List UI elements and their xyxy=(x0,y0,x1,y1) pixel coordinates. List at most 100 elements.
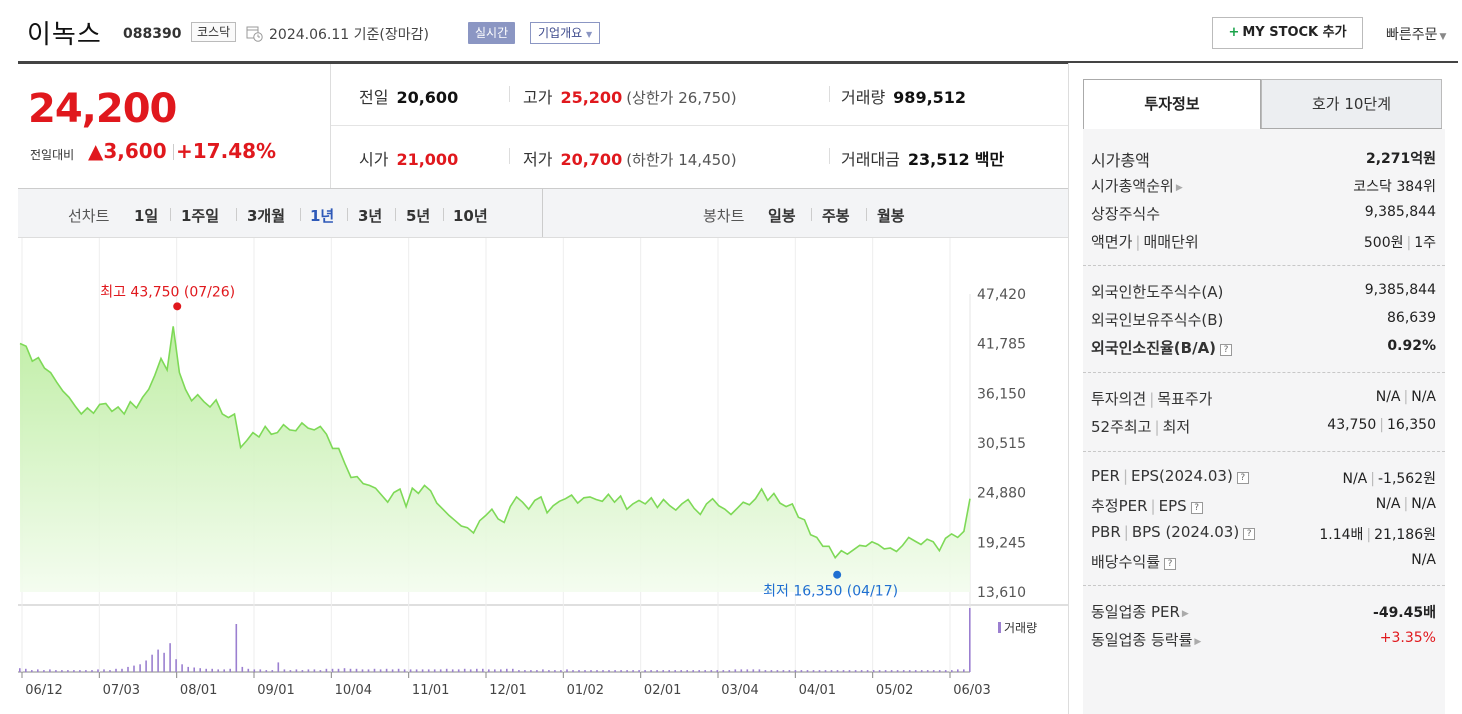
candle-daily[interactable]: 일봉 xyxy=(768,207,796,225)
volume-bar xyxy=(584,670,586,672)
volume-bar xyxy=(25,668,27,672)
volume-bar xyxy=(788,670,791,672)
par-unit-value: 500원 | 1주 xyxy=(1364,232,1436,252)
help-icon[interactable]: ? xyxy=(1243,528,1256,540)
divider xyxy=(866,208,867,221)
period-10y[interactable]: 10년 xyxy=(453,207,488,225)
help-icon[interactable]: ? xyxy=(1190,502,1203,514)
change-percent: +17.48% xyxy=(176,139,277,163)
section-divider xyxy=(18,61,1068,64)
divider: | xyxy=(1403,496,1409,512)
investment-info-body: 시가총액 2,271억원 시가총액순위 ▶ 코스닥 384위 상장주식수 9,38… xyxy=(1083,129,1445,714)
volume-bar xyxy=(704,670,706,672)
est-eps-value: N/A xyxy=(1411,496,1436,512)
volume-bar xyxy=(662,670,664,672)
volume-bar xyxy=(596,670,598,672)
volume-bar xyxy=(361,669,364,672)
realtime-button[interactable]: 실시간 xyxy=(468,22,516,44)
candle-monthly[interactable]: 월봉 xyxy=(877,207,905,225)
shares-value: 9,385,844 xyxy=(1364,204,1436,220)
stock-code: 088390 xyxy=(123,26,182,42)
help-icon[interactable]: ? xyxy=(1164,558,1177,570)
investment-info-panel: 투자정보 호가 10단계 시가총액 2,271억원 시가총액순위 ▶ 코스닥 38… xyxy=(1068,63,1458,714)
x-tick-label: 10/04 xyxy=(335,683,372,698)
volume-bar xyxy=(512,668,514,672)
quick-order-menu[interactable]: 빠른주문 ▼ xyxy=(1386,24,1446,44)
volume-bar xyxy=(920,670,923,672)
base-date: 2024.06.11 기준(장마감) xyxy=(269,27,429,43)
volume-bar xyxy=(235,624,238,672)
foreign-hold-value: 86,639 xyxy=(1387,310,1436,326)
period-5y[interactable]: 5년 xyxy=(406,207,431,225)
dividend-value: N/A xyxy=(1411,552,1436,568)
volume-bar xyxy=(289,670,292,672)
sector-change-value: +3.35% xyxy=(1379,630,1436,646)
volume-bar xyxy=(668,670,670,672)
info-row-market-cap-rank[interactable]: 시가총액순위 ▶ 코스닥 384위 xyxy=(1091,171,1436,199)
price-chart[interactable]: 47,420 41,785 36,150 30,515 24,880 19,245 13,6… xyxy=(18,238,1068,714)
period-3y[interactable]: 3년 xyxy=(358,207,383,225)
help-icon[interactable]: ? xyxy=(1236,472,1249,484)
y-tick-label: 41,785 xyxy=(977,337,1026,353)
divider: | xyxy=(1135,233,1141,251)
bps-value: 21,186원 xyxy=(1374,527,1436,543)
info-tabs: 투자정보 호가 10단계 xyxy=(1083,79,1445,129)
volume-bar xyxy=(542,669,544,672)
foreign-hold-label: 외국인보유주식수(B) xyxy=(1091,311,1224,329)
add-my-stock-button[interactable]: + MY STOCK 추가 xyxy=(1212,17,1363,49)
high-value: 25,200 xyxy=(560,88,623,107)
info-row-52week: 52주최고 | 최저 43,750 | 16,350 xyxy=(1091,412,1436,440)
price-summary: 전일 20,600 고가 25,200 (상한가 26,750) 거래량 989,512… xyxy=(331,64,1068,188)
period-1y[interactable]: 1년 xyxy=(310,207,335,225)
volume-bar xyxy=(884,670,887,672)
chevron-right-icon: ▶ xyxy=(1175,183,1183,193)
foreign-ratio-value: 0.92% xyxy=(1387,338,1436,354)
open-price: 시가 21,000 xyxy=(359,146,458,170)
volume-bar xyxy=(896,670,899,672)
volume-bar xyxy=(494,669,496,672)
tab-order-book[interactable]: 호가 10단계 xyxy=(1261,79,1442,129)
volume-bar xyxy=(908,670,911,672)
est-eps-label: EPS xyxy=(1158,497,1187,515)
opinion-value: N/A xyxy=(1375,389,1401,405)
volume-bar xyxy=(536,670,538,672)
help-icon[interactable]: ? xyxy=(1220,344,1233,356)
x-tick-label: 08/01 xyxy=(180,683,217,698)
low-value: 20,700 xyxy=(560,150,623,169)
divider xyxy=(236,208,237,221)
volume-bar xyxy=(812,670,815,672)
per-label: PER xyxy=(1091,467,1120,485)
par-label: 액면가 xyxy=(1091,233,1133,251)
y-tick-label: 24,880 xyxy=(977,486,1026,502)
x-tick-label: 06/03 xyxy=(953,683,990,698)
divider: | xyxy=(1370,471,1375,487)
period-1d[interactable]: 1일 xyxy=(134,207,159,225)
info-row-per: PER | EPS(2024.03)? N/A | -1,562원 xyxy=(1091,463,1436,491)
candle-chart-label: 봉차트 xyxy=(703,207,745,225)
candle-weekly[interactable]: 주봉 xyxy=(822,207,850,225)
target-label: 목표주가 xyxy=(1157,390,1213,408)
divider: | xyxy=(1403,389,1409,405)
volume-bar xyxy=(133,665,135,672)
volume-bar xyxy=(427,669,430,672)
company-overview-label: 기업개요 xyxy=(538,26,583,40)
section-divider xyxy=(1068,61,1458,63)
volume-bar xyxy=(337,668,340,672)
volume-bar xyxy=(343,668,346,672)
volume: 거래량 989,512 xyxy=(841,84,966,108)
info-row-sector-per[interactable]: 동일업종 PER ▶ -49.45배 xyxy=(1091,597,1436,625)
period-1w[interactable]: 1주일 xyxy=(181,207,220,225)
volume-bar xyxy=(830,670,833,672)
company-overview-button[interactable]: 기업개요 ▼ xyxy=(530,22,601,44)
info-row-pbr: PBR | BPS (2024.03)? 1.14배 | 21,186원 xyxy=(1091,519,1436,547)
period-3m[interactable]: 3개월 xyxy=(247,207,286,225)
volume-bar xyxy=(782,670,785,672)
line-chart-periods: 선차트 1일 1주일 3개월 1년 3년 5년 10년 xyxy=(18,189,543,237)
market-cap-rank-label-text: 시가총액순위 xyxy=(1091,177,1174,195)
divider xyxy=(1083,585,1445,586)
plus-icon: + xyxy=(1228,25,1240,40)
info-row-sector-change[interactable]: 동일업종 등락률 ▶ +3.35% xyxy=(1091,625,1436,653)
tab-investment-info[interactable]: 투자정보 xyxy=(1083,79,1261,129)
trade-value-value: 23,512 xyxy=(907,150,970,169)
volume-bar xyxy=(283,669,286,672)
